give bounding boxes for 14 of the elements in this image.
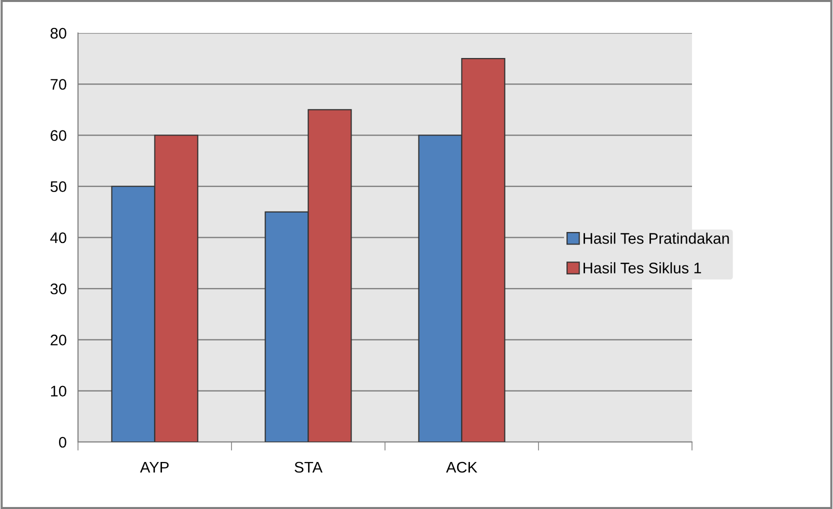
y-tick-label: 20 — [50, 334, 66, 346]
legend-label: Hasil Tes Siklus 1 — [584, 262, 702, 274]
y-tick-label: 60 — [50, 130, 66, 141]
x-tick-label: ACK — [446, 462, 478, 473]
y-tick-label: 0 — [58, 436, 66, 448]
y-tick-label: 80 — [50, 28, 66, 39]
y-tick-label: 70 — [50, 78, 66, 90]
y-tick-label: 50 — [50, 181, 66, 192]
x-tick-label: STA — [294, 462, 323, 473]
y-tick-label: 40 — [50, 232, 66, 244]
y-tick-label: 10 — [51, 386, 66, 397]
y-tick-label: 30 — [50, 283, 66, 294]
legend-label: Hasil Tes Pratindakan — [584, 232, 729, 244]
x-tick-label: AYP — [140, 462, 169, 473]
